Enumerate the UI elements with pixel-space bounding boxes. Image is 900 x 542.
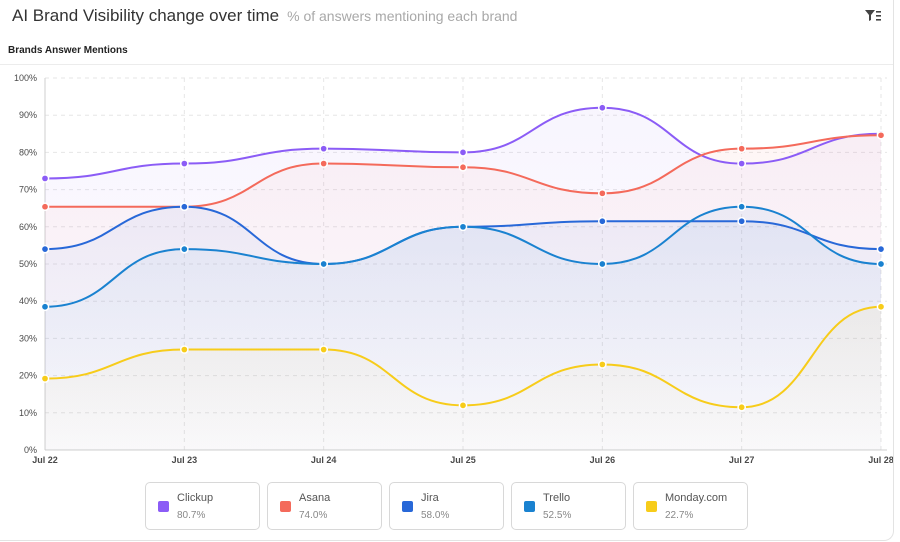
data-point-asana bbox=[319, 159, 329, 168]
legend-item-trello[interactable]: Trello 52.5% bbox=[511, 482, 626, 530]
data-point-asana bbox=[737, 144, 747, 154]
data-point-mondaycom bbox=[40, 374, 50, 383]
data-point-jira bbox=[179, 202, 189, 212]
legend-name: Asana bbox=[299, 492, 331, 504]
x-tick-label: Jul 25 bbox=[450, 455, 476, 465]
series-area-mondaycom bbox=[45, 306, 881, 450]
data-point-trello bbox=[597, 259, 607, 269]
legend-value: 80.7% bbox=[177, 510, 206, 521]
data-point-mondaycom bbox=[876, 302, 886, 312]
y-tick-label: 90% bbox=[19, 110, 37, 120]
data-point-jira bbox=[876, 244, 886, 254]
x-tick-label: Jul 22 bbox=[32, 455, 58, 465]
data-point-jira bbox=[40, 244, 50, 254]
y-tick-label: 20% bbox=[19, 371, 37, 381]
data-point-asana bbox=[876, 130, 886, 140]
data-point-trello bbox=[319, 259, 329, 269]
x-tick-label: Jul 23 bbox=[172, 455, 198, 465]
legend-item-monday[interactable]: Monday.com 22.7% bbox=[633, 482, 748, 530]
data-point-trello bbox=[876, 259, 886, 269]
data-point-jira bbox=[597, 216, 607, 226]
y-tick-label: 30% bbox=[19, 333, 37, 343]
y-tick-label: 100% bbox=[14, 73, 37, 83]
data-point-trello bbox=[458, 222, 468, 232]
legend-value: 52.5% bbox=[543, 510, 572, 521]
x-tick-label: Jul 28 bbox=[868, 455, 893, 465]
chart-header: AI Brand Visibility change over time % o… bbox=[12, 6, 517, 30]
data-point-clickup bbox=[319, 144, 329, 154]
line-chart: 0% 10% 20% 30% 40% 50% 60% 70% 80% 90% 100% Jul 22 J… bbox=[14, 73, 893, 465]
data-point-clickup bbox=[597, 103, 607, 113]
section-title: Brands Answer Mentions bbox=[8, 45, 128, 56]
legend-name: Jira bbox=[421, 492, 439, 504]
x-tick-label: Jul 24 bbox=[311, 455, 337, 465]
x-tick-label: Jul 27 bbox=[729, 455, 755, 465]
data-point-trello bbox=[40, 302, 50, 312]
legend-value: 22.7% bbox=[665, 510, 694, 521]
chart-subtitle: % of answers mentioning each brand bbox=[287, 8, 518, 24]
legend: Clickup 80.7% Asana 74.0% Jira 58.0% Tre… bbox=[0, 482, 893, 530]
data-point-clickup bbox=[737, 159, 747, 168]
y-tick-label: 70% bbox=[19, 185, 37, 195]
legend-name: Clickup bbox=[177, 492, 214, 504]
data-point-jira bbox=[737, 216, 747, 226]
legend-item-clickup[interactable]: Clickup 80.7% bbox=[145, 482, 260, 530]
data-point-mondaycom bbox=[597, 360, 607, 369]
legend-swatch bbox=[158, 501, 169, 512]
y-tick-label: 0% bbox=[24, 445, 37, 455]
legend-swatch bbox=[646, 501, 657, 512]
legend-name: Trello bbox=[543, 492, 571, 504]
data-point-asana bbox=[40, 202, 50, 212]
y-tick-label: 60% bbox=[19, 222, 37, 232]
data-point-clickup bbox=[179, 159, 189, 168]
y-tick-label: 10% bbox=[19, 408, 37, 418]
y-tick-label: 40% bbox=[19, 296, 37, 306]
legend-item-jira[interactable]: Jira 58.0% bbox=[389, 482, 504, 530]
legend-swatch bbox=[524, 501, 535, 512]
legend-value: 74.0% bbox=[299, 510, 328, 521]
data-point-mondaycom bbox=[458, 401, 468, 410]
y-tick-label: 80% bbox=[19, 147, 37, 157]
filter-icon[interactable] bbox=[864, 8, 882, 24]
chart-title: AI Brand Visibility change over time bbox=[12, 6, 280, 25]
data-point-asana bbox=[458, 162, 468, 172]
legend-value: 58.0% bbox=[421, 510, 450, 521]
data-point-clickup bbox=[458, 148, 468, 157]
data-point-asana bbox=[597, 188, 607, 198]
data-point-clickup bbox=[40, 174, 50, 183]
data-point-mondaycom bbox=[737, 402, 747, 412]
x-tick-label: Jul 26 bbox=[590, 455, 616, 465]
data-point-mondaycom bbox=[319, 345, 329, 354]
data-point-trello bbox=[737, 202, 747, 212]
data-point-mondaycom bbox=[179, 345, 189, 354]
data-point-trello bbox=[179, 244, 189, 254]
legend-swatch bbox=[280, 501, 291, 512]
legend-swatch bbox=[402, 501, 413, 512]
y-tick-label: 50% bbox=[19, 259, 37, 269]
legend-name: Monday.com bbox=[665, 492, 728, 504]
legend-item-asana[interactable]: Asana 74.0% bbox=[267, 482, 382, 530]
divider bbox=[0, 64, 893, 65]
